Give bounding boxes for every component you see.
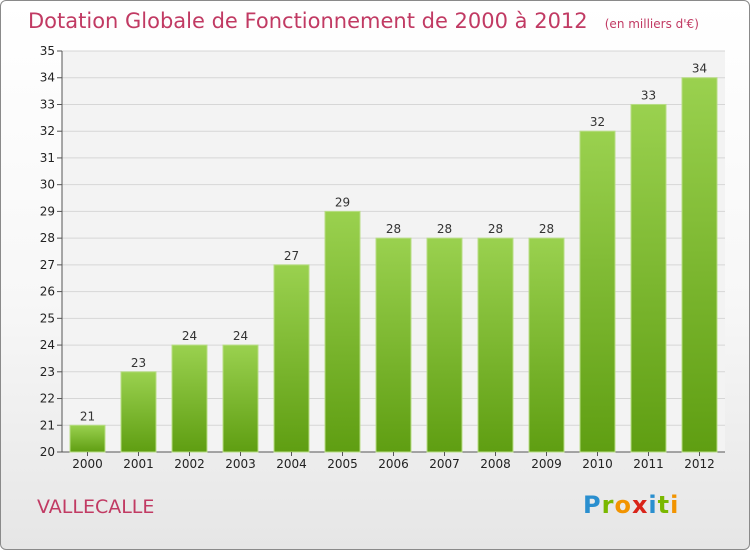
bar [222,344,259,453]
bar-value-label: 24 [182,329,197,343]
y-tick-label: 33 [40,97,55,111]
x-tick-label: 2008 [480,457,511,471]
x-tick-label: 2011 [633,457,664,471]
y-tick-label: 26 [40,285,55,299]
y-tick-label: 21 [40,418,55,432]
x-tick-label: 2007 [429,457,460,471]
x-tick-label: 2002 [174,457,205,471]
bar [681,77,718,453]
bar-value-label: 28 [437,222,452,236]
y-tick-label: 28 [40,231,55,245]
bar-value-label: 34 [692,62,707,76]
bar-value-label: 28 [488,222,503,236]
bar [630,103,667,453]
x-tick-label: 2005 [327,457,358,471]
chart-title-row: Dotation Globale de Fonctionnement de 20… [28,9,699,33]
x-tick-label: 2009 [531,457,562,471]
chart-title: Dotation Globale de Fonctionnement de 20… [28,9,588,33]
bar-value-label: 33 [641,88,656,102]
bar-value-label: 32 [590,115,605,129]
bar-value-label: 23 [131,356,146,370]
y-tick-label: 25 [40,311,55,325]
bar [69,424,106,453]
y-tick-label: 35 [40,44,55,58]
bar [579,130,616,453]
proxiti-logo: Proxiti [583,491,680,519]
y-tick-label: 34 [40,71,55,85]
x-tick-label: 2012 [684,457,715,471]
bar [528,237,565,453]
bar-value-label: 27 [284,249,299,263]
x-tick-label: 2010 [582,457,613,471]
bar [171,344,208,453]
bar-value-label: 24 [233,329,248,343]
y-tick-label: 22 [40,392,55,406]
y-tick-label: 23 [40,365,55,379]
y-tick-label: 30 [40,178,55,192]
bar [324,210,361,453]
commune-name: VALLECALLE [37,496,155,518]
bar-value-label: 28 [539,222,554,236]
bar [375,237,412,453]
y-tick-label: 32 [40,124,55,138]
bar-value-label: 21 [80,409,95,423]
x-tick-label: 2003 [225,457,256,471]
y-tick-label: 31 [40,151,55,165]
bar [273,264,310,453]
bar [120,371,157,453]
bar [477,237,514,453]
x-tick-label: 2004 [276,457,307,471]
bar-value-label: 29 [335,195,350,209]
chart-subtitle: (en milliers d'€) [604,17,699,31]
y-tick-label: 29 [40,204,55,218]
y-tick-label: 27 [40,258,55,272]
bar-value-label: 28 [386,222,401,236]
x-tick-label: 2001 [123,457,154,471]
y-tick-label: 24 [40,338,55,352]
x-tick-label: 2000 [72,457,103,471]
bar [426,237,463,453]
x-tick-label: 2006 [378,457,409,471]
y-tick-label: 20 [40,445,55,459]
